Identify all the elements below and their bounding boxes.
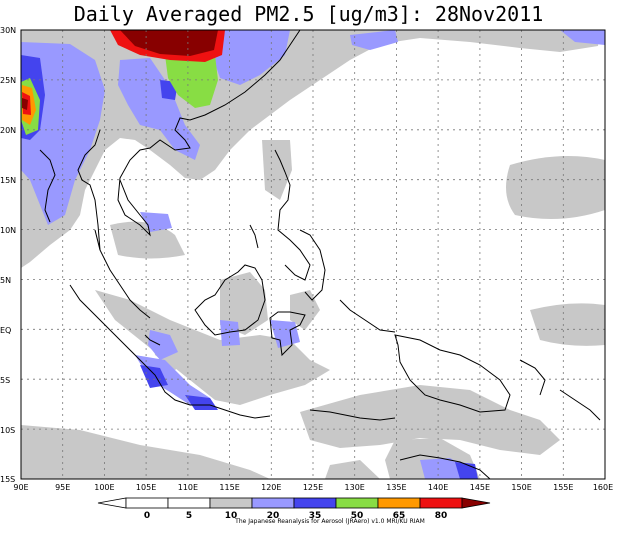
lon-tick-label: 135E (386, 483, 406, 492)
colorbar-segment (209, 497, 253, 509)
lat-tick-label: 5S (0, 376, 10, 385)
lon-tick-label: 105E (136, 483, 156, 492)
coastlines (39, 29, 601, 480)
map-frame (20, 29, 606, 480)
lon-tick-label: 95E (55, 483, 70, 492)
lon-tick-label: 140E (428, 483, 448, 492)
colorbar-segment (125, 497, 169, 509)
lat-tick-label: 30N (0, 26, 16, 35)
concentration-field (21, 30, 605, 479)
lat-tick-labels: 30N 25N 20N 15N 10N 5N EQ 5S 10S 15S (0, 26, 16, 484)
lon-tick-label: 115E (219, 483, 239, 492)
high-shading (22, 30, 225, 125)
lat-tick-label: 10N (0, 226, 16, 235)
credit-line: The Japanese Reanalysis for Aerosol (JRA… (235, 518, 425, 525)
colorbar-segment (419, 497, 463, 509)
lat-tick-label: 15S (0, 475, 15, 484)
colorbar-label: 0 (144, 511, 150, 521)
colorbar-segment (335, 497, 379, 509)
lat-tick-label: 20N (0, 126, 16, 135)
colorbar-segment (293, 497, 337, 509)
lon-tick-label: 155E (553, 483, 573, 492)
lat-tick-label: 25N (0, 76, 16, 85)
colorbar-label: 5 (186, 511, 192, 521)
lon-tick-label: 150E (511, 483, 531, 492)
lon-tick-label: 110E (178, 483, 198, 492)
lon-tick-label: 125E (303, 483, 323, 492)
lon-tick-label: 130E (345, 483, 365, 492)
colorbar-labels: 0 5 10 20 35 50 65 80 (144, 511, 447, 521)
lat-tick-label: EQ (0, 326, 11, 335)
lon-tick-label: 90E (13, 483, 28, 492)
colorbar-segment (377, 497, 421, 509)
lon-tick-label: 145E (470, 483, 490, 492)
colorbar-segment (167, 497, 211, 509)
colorbar-label: 10 (225, 511, 238, 521)
colorbar-segment (251, 497, 295, 509)
lon-tick-label: 160E (593, 483, 613, 492)
colorbar-label: 65 (393, 511, 406, 521)
map-title: Daily Averaged PM2.5 [ug/m3]: 28Nov2011 (73, 2, 544, 26)
colorbar-label: 35 (309, 511, 322, 521)
colorbar (97, 497, 491, 509)
lon-tick-labels: 90E 95E 100E 105E 110E 115E 120E 125E 13… (13, 483, 613, 492)
colorbar-label: 80 (435, 511, 448, 521)
lat-tick-label: 5N (0, 276, 11, 285)
lat-tick-label: 15N (0, 176, 16, 185)
colorbar-arrow-right (461, 497, 491, 509)
lat-tick-label: 10S (0, 426, 15, 435)
lon-tick-label: 120E (261, 483, 281, 492)
graticule (21, 30, 605, 479)
lon-tick-label: 100E (94, 483, 114, 492)
colorbar-label: 20 (267, 511, 280, 521)
colorbar-label: 50 (351, 511, 364, 521)
colorbar-arrow-left (97, 497, 127, 509)
